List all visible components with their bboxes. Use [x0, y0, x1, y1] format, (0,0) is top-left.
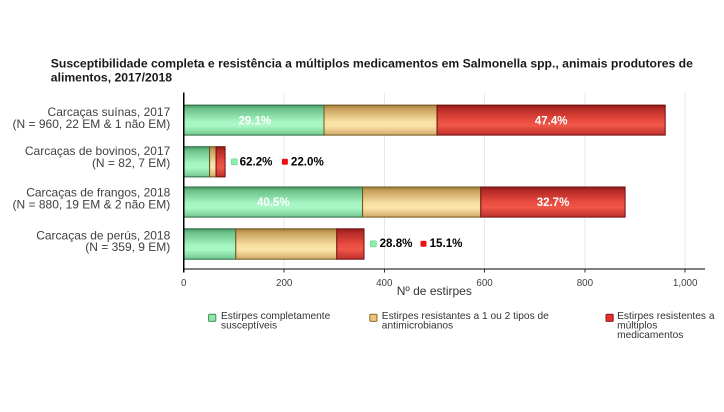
svg-text:Carcaças de perús, 2018: Carcaças de perús, 2018: [36, 228, 170, 242]
svg-text:200: 200: [276, 278, 293, 289]
svg-text:Estirpes resistantes a 1 ou 2: Estirpes resistantes a 1 ou 2 tipos de: [382, 311, 549, 322]
svg-text:0: 0: [181, 278, 187, 289]
svg-text:múltiplos: múltiplos: [617, 321, 657, 332]
svg-text:15.1%: 15.1%: [430, 237, 463, 250]
svg-text:(N = 359, 9 EM): (N = 359, 9 EM): [85, 240, 170, 254]
svg-text:Carcaças de frangos, 2018: Carcaças de frangos, 2018: [26, 186, 170, 200]
svg-text:Susceptibilidade completa e re: Susceptibilidade completa e resistência …: [51, 57, 693, 71]
svg-text:47.4%: 47.4%: [535, 115, 568, 127]
svg-text:29.1%: 29.1%: [238, 115, 271, 127]
svg-text:1,000: 1,000: [673, 278, 698, 289]
svg-text:Estirpes resistentes a: Estirpes resistentes a: [617, 311, 715, 322]
svg-text:600: 600: [476, 278, 493, 289]
svg-text:Estirpes completamente: Estirpes completamente: [221, 311, 331, 322]
svg-text:medicamentos: medicamentos: [617, 330, 683, 341]
svg-text:22.0%: 22.0%: [291, 156, 324, 169]
svg-text:antimicrobianos: antimicrobianos: [382, 321, 453, 332]
svg-text:Carcaças suínas, 2017: Carcaças suínas, 2017: [48, 105, 171, 119]
svg-text:800: 800: [577, 278, 594, 289]
svg-text:alimentos, 2017/2018: alimentos, 2017/2018: [51, 70, 172, 84]
svg-text:62.2%: 62.2%: [240, 156, 273, 169]
svg-text:Nº de estirpes: Nº de estirpes: [397, 284, 472, 298]
svg-text:susceptíveis: susceptíveis: [221, 321, 277, 332]
svg-text:32.7%: 32.7%: [537, 197, 570, 209]
svg-text:400: 400: [376, 278, 393, 289]
svg-text:(N = 82, 7 EM): (N = 82, 7 EM): [92, 156, 170, 170]
svg-text:Carcaças de bovinos, 2017: Carcaças de bovinos, 2017: [25, 144, 171, 158]
svg-text:40.5%: 40.5%: [257, 197, 290, 209]
svg-text:28.8%: 28.8%: [380, 237, 413, 250]
svg-text:(N = 960, 22 EM & 1 não EM): (N = 960, 22 EM & 1 não EM): [13, 117, 171, 131]
svg-text:(N = 880, 19 EM & 2 não EM): (N = 880, 19 EM & 2 não EM): [13, 198, 171, 212]
